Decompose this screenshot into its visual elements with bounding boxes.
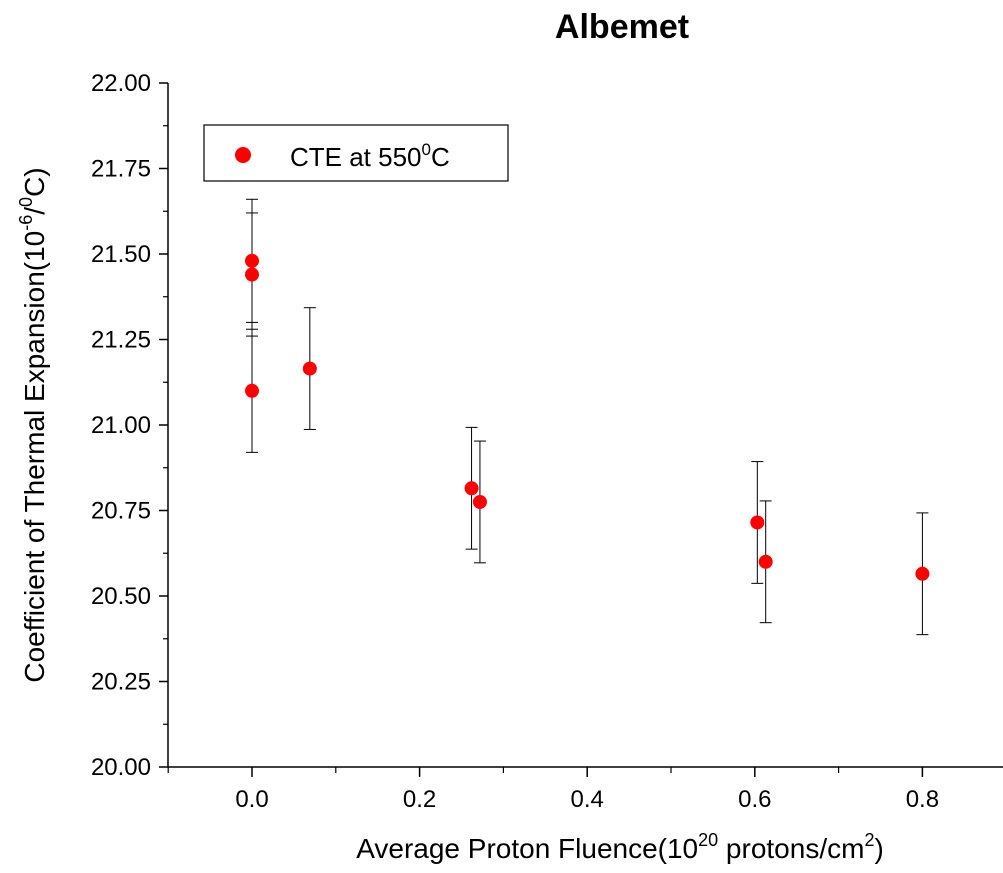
x-tick-label: 0.6 [738,786,771,813]
data-point [245,267,259,282]
legend-label: CTE at 5500C [290,140,450,172]
x-tick-label: 0.0 [235,786,268,813]
y-axis-label-superscript-degree: 0 [16,197,36,207]
y-axis-label-slash: / [19,207,50,215]
x-axis-label-text-unit: protons/cm [718,833,864,864]
y-tick-label: 21.25 [91,327,151,354]
data-point [245,253,259,268]
y-tick-label: 21.75 [91,156,151,183]
data-point [750,515,765,530]
y-axis-label-superscript-exponent: -6 [16,215,36,231]
y-tick-label: 21.50 [91,241,151,268]
x-tick-label: 0.2 [403,786,436,813]
x-tick-label: 0.4 [571,786,604,813]
legend-label-superscript-degree: 0 [422,140,431,159]
y-tick-label: 20.25 [91,669,151,696]
data-point [464,481,479,496]
y-tick-label: 20.00 [91,754,151,781]
data-point [915,566,930,581]
x-axis-label-text: Average Proton Fluence(10 [356,833,698,864]
y-tick-label: 20.50 [91,583,151,610]
y-axis-label-text: Coefficient of Thermal Expansion(10 [19,231,50,683]
legend-label-text: CTE at 550 [290,142,422,172]
x-axis-label-superscript-square: 2 [864,830,874,850]
data-point [758,554,773,569]
x-axis-label-superscript-exponent: 20 [698,830,718,850]
y-tick-label: 20.75 [91,498,151,525]
y-tick-label: 21.00 [91,412,151,439]
data-point [302,361,317,376]
x-axis-label-close: ) [874,833,883,864]
y-axis-label-close: C) [19,167,50,197]
chart-title: Albemet [555,8,689,46]
x-tick-label: 0.8 [906,786,939,813]
legend: CTE at 5500C [203,124,509,182]
y-axis-label: Coefficient of Thermal Expansion(10-6/0C… [16,167,50,682]
data-point [245,383,259,398]
x-axis-label: Average Proton Fluence(1020 protons/cm2) [356,830,884,864]
data-point [472,494,487,509]
legend-marker [235,147,251,163]
plot-area: 20.00 20.25 20.50 20.75 21.00 21.25 21.50 21.75… [91,70,1003,813]
legend-box [203,124,509,182]
legend-label-unit: C [431,142,450,172]
y-tick-label: 22.00 [91,70,151,97]
